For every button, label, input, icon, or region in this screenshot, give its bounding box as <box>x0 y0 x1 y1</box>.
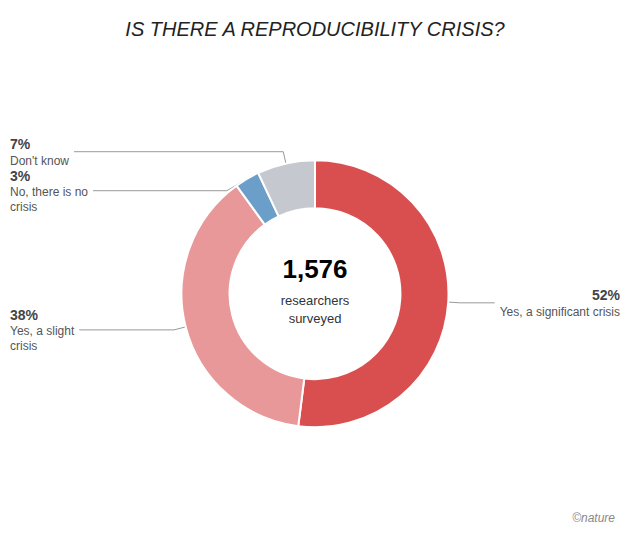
svg-text:surveyed: surveyed <box>289 311 342 326</box>
svg-text:52%: 52% <box>592 287 621 303</box>
svg-text:7%: 7% <box>10 136 31 152</box>
svg-text:Yes, a slight: Yes, a slight <box>10 324 75 338</box>
svg-text:38%: 38% <box>10 307 39 323</box>
svg-text:©nature: ©nature <box>572 511 615 525</box>
svg-text:crisis: crisis <box>10 339 37 353</box>
svg-text:IS THERE A REPRODUCIBILITY CRI: IS THERE A REPRODUCIBILITY CRISIS? <box>125 18 505 40</box>
svg-text:Yes, a significant crisis: Yes, a significant crisis <box>500 305 620 319</box>
svg-text:No, there is no: No, there is no <box>10 185 88 199</box>
svg-text:1,576: 1,576 <box>282 254 347 284</box>
svg-text:researchers: researchers <box>281 293 350 308</box>
svg-text:crisis: crisis <box>10 200 37 214</box>
svg-text:Don't know: Don't know <box>10 154 69 168</box>
svg-text:3%: 3% <box>10 168 31 184</box>
